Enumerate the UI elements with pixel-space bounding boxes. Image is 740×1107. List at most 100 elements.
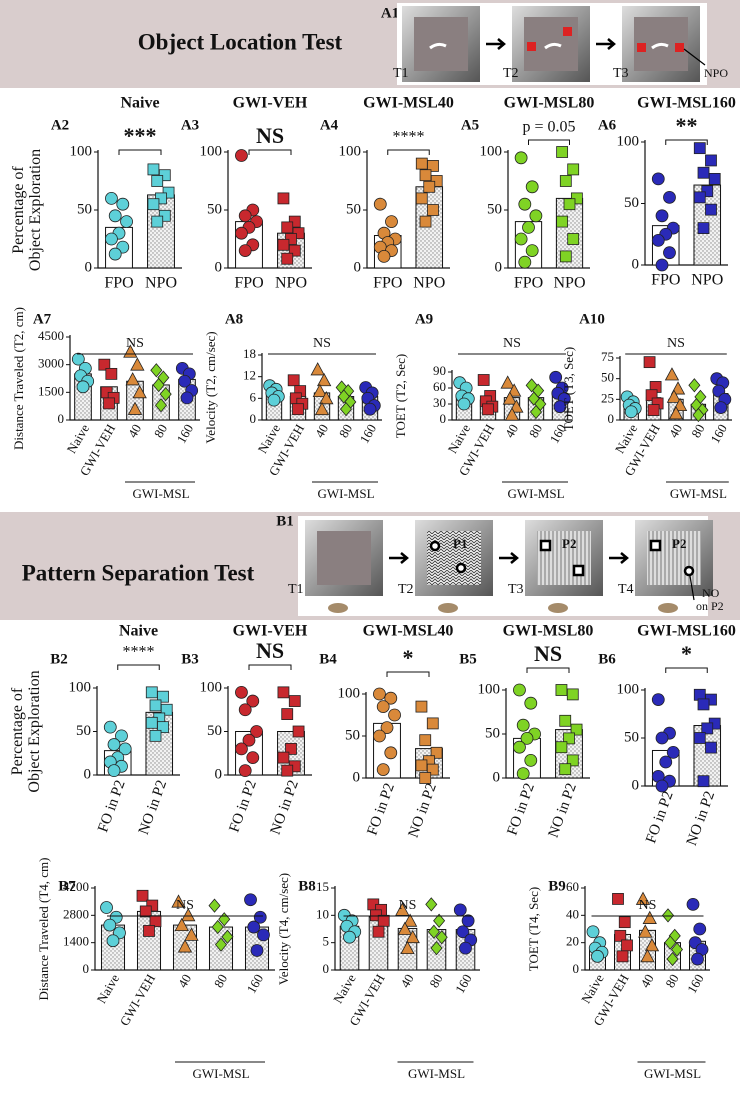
arena	[525, 520, 603, 596]
data-point	[693, 191, 706, 204]
x-tick-label: NPO	[145, 275, 177, 292]
arena	[305, 520, 383, 596]
data-point	[376, 700, 390, 713]
y-tick-label: 10	[316, 906, 329, 921]
panel-label: A8	[225, 311, 243, 327]
data-point	[651, 233, 665, 247]
data-point	[415, 759, 428, 772]
data-point	[591, 949, 604, 963]
y-tick-label: 50	[346, 201, 361, 217]
data-point	[415, 192, 428, 205]
data-point	[319, 390, 334, 405]
sig-label: NS	[667, 336, 685, 351]
data-point	[130, 357, 145, 371]
data-point	[380, 721, 394, 734]
data-point	[513, 740, 526, 754]
x-tick-label: 80	[526, 421, 545, 440]
data-point	[235, 226, 248, 240]
x-tick-label: 40	[502, 421, 521, 440]
step-label: T1	[393, 66, 409, 81]
data-point	[651, 693, 665, 706]
data-point	[244, 893, 257, 907]
data-point	[277, 751, 290, 764]
panel-label: B1	[276, 513, 294, 529]
data-point	[238, 764, 252, 778]
section-title: Object Location Test	[138, 29, 343, 54]
group-label: GWI-MSL	[192, 1066, 249, 1081]
data-point	[127, 401, 143, 415]
data-point	[567, 163, 580, 176]
panel-title: GWI-MSL80	[503, 623, 594, 640]
x-tick-label: 40	[637, 971, 656, 990]
x-tick-label: 80	[426, 971, 445, 990]
y-tick-label: 90	[433, 363, 446, 378]
data-point	[208, 898, 221, 913]
y-tick-label: 30	[433, 395, 446, 410]
y-tick-label: 50	[624, 729, 639, 745]
y-tick-label: 50	[485, 725, 500, 741]
data-point	[147, 163, 160, 176]
sig-label: ****	[393, 129, 425, 146]
y-tick-label: 0	[353, 769, 361, 785]
sig-label: NS	[399, 898, 417, 913]
x-tick-label: FO in P2	[364, 781, 398, 837]
x-tick-label: NO in P2	[546, 781, 580, 840]
data-point	[115, 729, 128, 743]
data-point	[250, 944, 264, 957]
data-point	[655, 258, 669, 272]
data-point	[663, 246, 676, 260]
data-point	[427, 204, 439, 216]
group-label: GWI-MSL	[132, 486, 189, 501]
data-point	[549, 370, 563, 384]
y-axis-label: Velocity (T4, cm/sec)	[276, 873, 291, 985]
x-tick-label: FO in P2	[643, 789, 677, 845]
panel-label: B4	[319, 651, 337, 667]
data-point	[668, 406, 684, 420]
x-tick-label: 160	[243, 971, 266, 995]
sig-bracket	[528, 139, 570, 145]
data-point	[457, 397, 471, 411]
data-point	[693, 922, 707, 936]
data-point	[149, 729, 162, 742]
sig-bracket	[118, 149, 162, 155]
arrow	[609, 552, 629, 564]
data-point	[395, 902, 410, 916]
panel-title: GWI-MSL40	[363, 95, 454, 112]
y-tick-label: 100	[338, 685, 361, 701]
data-point	[514, 151, 528, 165]
y-tick-label: 50	[76, 723, 91, 739]
arena	[512, 6, 590, 82]
y-tick-label: 100	[339, 143, 362, 159]
group-label: GWI-MSL	[644, 1066, 701, 1081]
sig-label: *	[403, 645, 414, 670]
y-tick-label: 0	[323, 961, 330, 976]
data-point	[363, 402, 377, 416]
data-point	[415, 157, 428, 170]
y-tick-label: 20	[566, 934, 579, 949]
data-point	[211, 919, 224, 935]
data-point	[152, 377, 165, 393]
x-tick-label: 40	[175, 971, 194, 990]
x-tick-label: FPO	[651, 272, 680, 289]
data-point	[105, 191, 118, 205]
data-point	[664, 935, 677, 950]
panel-title: GWI-MSL40	[363, 623, 454, 640]
data-point	[76, 380, 90, 394]
data-point	[423, 180, 436, 193]
data-point	[235, 742, 248, 756]
data-point	[107, 764, 121, 778]
group-label: GWI-MSL	[317, 486, 374, 501]
data-point	[612, 893, 624, 905]
data-point	[663, 190, 676, 204]
data-point	[98, 358, 111, 371]
pointer	[689, 575, 695, 601]
data-point	[697, 698, 710, 711]
data-point	[686, 898, 700, 911]
data-point	[257, 928, 270, 942]
arrow	[596, 38, 616, 50]
data-point	[553, 400, 567, 414]
data-point	[235, 149, 248, 162]
y-tick-label: 2800	[63, 906, 89, 921]
data-point	[405, 929, 420, 944]
